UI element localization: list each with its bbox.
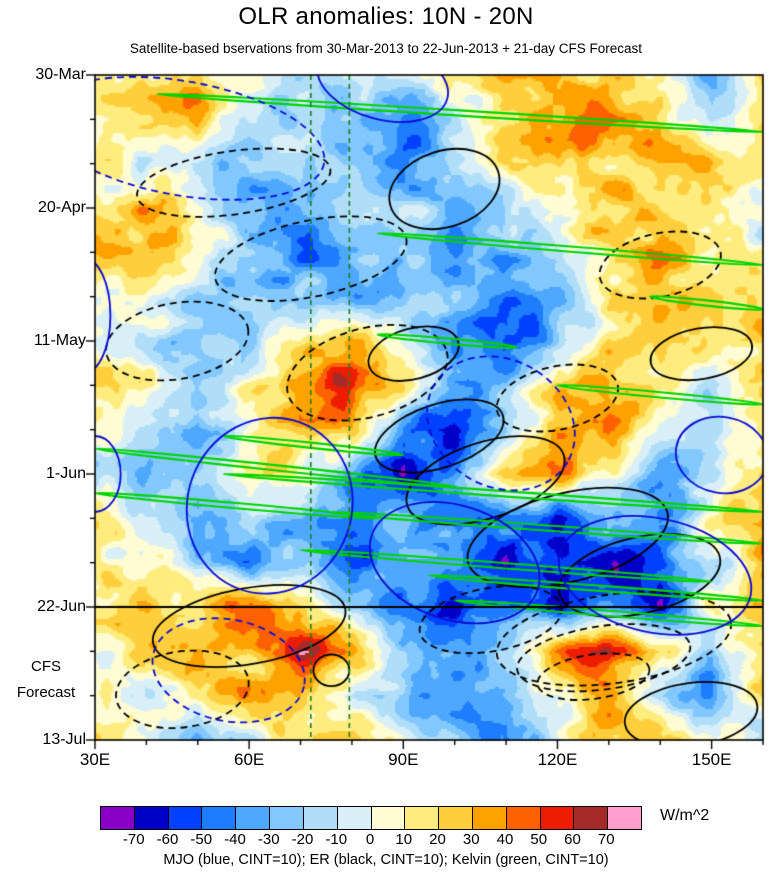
colorbar-cell	[337, 807, 372, 829]
y-axis-tick-label: 11-May	[33, 332, 86, 349]
x-axis-tick-label: 90E	[388, 750, 419, 769]
y-axis-tick-label: 30-Mar	[35, 66, 86, 83]
colorbar-units-label: W/m^2	[660, 807, 710, 824]
colorbar-cell	[202, 807, 237, 829]
colorbar-tick-label: -20	[291, 831, 314, 848]
hovmoller-plot-canvas	[0, 0, 772, 800]
colorbar-cell	[168, 807, 203, 829]
colorbar-tick-label: -10	[325, 831, 348, 848]
y-axis-tick-label: 1-Jun	[45, 465, 86, 482]
colorbar-tick-label: 10	[395, 831, 413, 848]
x-axis-tick-label: 30E	[79, 750, 111, 769]
colorbar-tick-label: 40	[496, 831, 514, 848]
colorbar-tick-label: -40	[224, 831, 246, 848]
colorbar-cell	[574, 807, 609, 829]
colorbar-cell	[270, 807, 304, 829]
colorbar-tick-label: -70	[122, 831, 145, 848]
colorbar-cell	[506, 807, 541, 829]
colorbar-tick-label: 30	[462, 831, 480, 848]
y-axis-tick-label: 20-Apr	[37, 199, 86, 216]
colorbar-cell	[608, 807, 641, 829]
y-axis-tick-label: 22-Jun	[37, 598, 86, 615]
colorbar-cell	[236, 807, 271, 829]
colorbar-cell	[540, 807, 575, 829]
colorbar-cell	[439, 807, 473, 829]
cfs-forecast-label-line1: CFS	[31, 658, 61, 675]
colorbar-cell	[405, 807, 440, 829]
colorbar	[100, 806, 642, 830]
cfs-forecast-label-line2: Forecast	[16, 684, 76, 701]
colorbar-cell	[101, 807, 135, 829]
colorbar-tick-label: 60	[564, 831, 581, 848]
colorbar-tick-label: 0	[365, 831, 375, 848]
x-axis-tick-label: 150E	[691, 750, 732, 769]
colorbar-tick-label: 50	[530, 831, 548, 848]
colorbar-cell	[472, 807, 507, 829]
x-axis-tick-label: 60E	[234, 750, 265, 769]
colorbar-cell	[134, 807, 169, 829]
legend-caption: MJO (blue, CINT=10); ER (black, CINT=10)…	[163, 852, 609, 868]
colorbar-cell	[303, 807, 338, 829]
colorbar-tick-label: 20	[429, 831, 446, 848]
x-axis-tick-label: 120E	[537, 750, 578, 769]
chart-title: OLR anomalies: 10N - 20N	[238, 3, 534, 30]
y-axis-tick-label: 13-Jul	[42, 731, 86, 748]
colorbar-tick-label: 70	[597, 831, 615, 848]
colorbar-cell	[371, 807, 406, 829]
colorbar-tick-label: -60	[156, 831, 179, 848]
colorbar-tick-label: -50	[190, 831, 213, 848]
colorbar-tick-label: -30	[257, 831, 280, 848]
chart-subtitle: Satellite-based bservations from 30-Mar-…	[129, 41, 643, 56]
